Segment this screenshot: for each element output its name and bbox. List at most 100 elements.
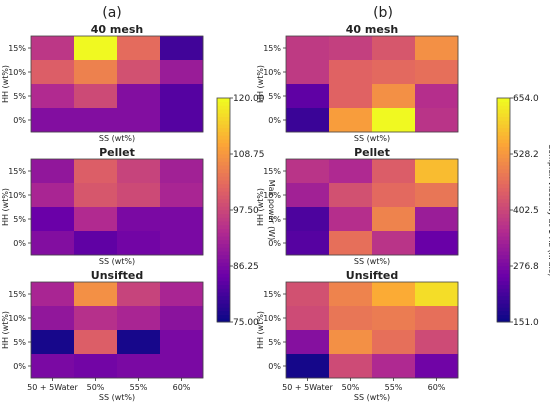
colorbar-tick-label: 654.0 (513, 94, 539, 104)
heatmap-cell (286, 354, 330, 379)
subplot-title: 40 mesh (91, 23, 143, 36)
heatmap-cell (117, 84, 161, 109)
x-tick-label: 60% (173, 383, 191, 392)
subplot-title: Unsifted (346, 269, 398, 282)
heatmap-cell (415, 330, 459, 355)
heatmap-cell (117, 159, 161, 184)
heatmap-cell (415, 84, 459, 109)
heatmap-cell (415, 231, 459, 256)
heatmap-cell (117, 354, 161, 379)
colorbar-swatch (217, 116, 230, 121)
heatmap-cell (329, 36, 373, 61)
heatmap-cell (372, 60, 416, 85)
colorbar-swatch (497, 299, 510, 304)
heatmap-cell (329, 354, 373, 379)
colorbar-tick-label: 97.50 (233, 206, 259, 216)
colorbar-swatch (217, 172, 230, 177)
colorbar-swatch (497, 314, 510, 319)
heatmap-cell (74, 231, 118, 256)
colorbar-swatch (497, 269, 510, 274)
colorbar-swatch (497, 168, 510, 174)
heatmap-cell (286, 84, 330, 109)
colorbar-swatch (217, 269, 230, 274)
heatmap-cell (74, 36, 118, 61)
colorbar-swatch (497, 198, 510, 203)
heatmap-b-40-mesh: 40 mesh 15% 10% 5% 0% HH (wt%) SS (wt%) (256, 23, 459, 143)
colorbar-swatch (497, 165, 510, 170)
heatmap-cell (117, 36, 161, 61)
heatmap-cell (160, 159, 204, 184)
colorbar-swatch (217, 187, 230, 192)
y-tick-label: 10% (8, 191, 26, 200)
heatmap-cell (415, 207, 459, 232)
heatmap-cell (31, 207, 75, 232)
colorbar-swatch (497, 154, 510, 159)
heatmap-cell (372, 36, 416, 61)
colorbar-swatch (497, 307, 510, 312)
colorbar-swatch (497, 310, 510, 315)
colorbar-tick-label: 402.5 (513, 206, 539, 216)
plot-frame (285, 35, 459, 133)
heatmap-cell (160, 231, 204, 256)
heatmap-a-pellet: Pellet 15% 10% 5% 0% HH (wt%) SS (wt%) (1, 146, 204, 266)
y-tick-label: 0% (13, 239, 26, 248)
colorbar-swatch (497, 202, 510, 207)
heatmap-cell (372, 231, 416, 256)
colorbar-swatch (497, 258, 510, 263)
heatmap-cell (74, 330, 118, 355)
heatmap-cell (286, 231, 330, 256)
heatmap-cell (415, 60, 459, 85)
plot-frame (30, 281, 204, 379)
y-tick-label: 10% (8, 314, 26, 323)
colorbar-swatch (497, 139, 510, 144)
colorbar-swatch (217, 112, 230, 118)
heatmap-cell (286, 108, 330, 133)
subplot-title: 40 mesh (346, 23, 398, 36)
colorbar-swatch (217, 195, 230, 200)
colorbar-swatch (217, 213, 230, 218)
heatmap-panels: 40 mesh 15% 10% 5% 0% HH (wt%) SS (wt%) Pellet 1… (1, 23, 459, 402)
subplot-title: Unsifted (91, 269, 143, 282)
heatmap-cell (160, 108, 204, 133)
heatmap-cell (31, 354, 75, 379)
y-tick-label: 5% (268, 215, 281, 224)
colorbar-swatch (217, 236, 230, 241)
heatmap-cell (415, 36, 459, 61)
colorbar-a: 75.00 86.25 97.50 108.75 120.00 Max power (W) (216, 94, 276, 328)
heatmap-cell (160, 354, 204, 379)
y-tick-label: 15% (8, 167, 26, 176)
heatmap-cell (74, 282, 118, 307)
heatmap-cell (117, 282, 161, 307)
heatmap-cell (117, 60, 161, 85)
colorbar-swatch (217, 299, 230, 304)
x-tick-label: 55% (385, 383, 403, 392)
colorbar-swatch (497, 273, 510, 278)
heatmap-cell (117, 183, 161, 208)
colorbar-swatch (217, 284, 230, 289)
colorbar-swatch (217, 161, 230, 166)
colorbar-swatch (497, 221, 510, 226)
colorbar-swatch (217, 168, 230, 174)
colorbar-swatch (497, 187, 510, 192)
colorbar-swatch (217, 142, 230, 147)
heatmap-cell (329, 306, 373, 331)
heatmap-cell (372, 159, 416, 184)
colorbar-swatch (497, 98, 510, 103)
x-axis-label: SS (wt%) (354, 393, 390, 402)
colorbar-swatch (497, 262, 510, 267)
plot-frame (285, 158, 459, 256)
colorbar-swatch (497, 251, 510, 256)
colorbar-swatch (497, 224, 510, 230)
colorbar-swatch (217, 198, 230, 203)
heatmap-cell (160, 330, 204, 355)
x-axis-label: SS (wt%) (99, 134, 135, 143)
colorbar-swatch (217, 307, 230, 312)
heatmap-cell (74, 306, 118, 331)
heatmap-cell (286, 183, 330, 208)
y-tick-label: 5% (268, 338, 281, 347)
x-tick-label: 60% (428, 383, 446, 392)
colorbar-swatch (217, 124, 230, 129)
colorbar-swatch (497, 150, 510, 155)
heatmap-cell (329, 282, 373, 307)
